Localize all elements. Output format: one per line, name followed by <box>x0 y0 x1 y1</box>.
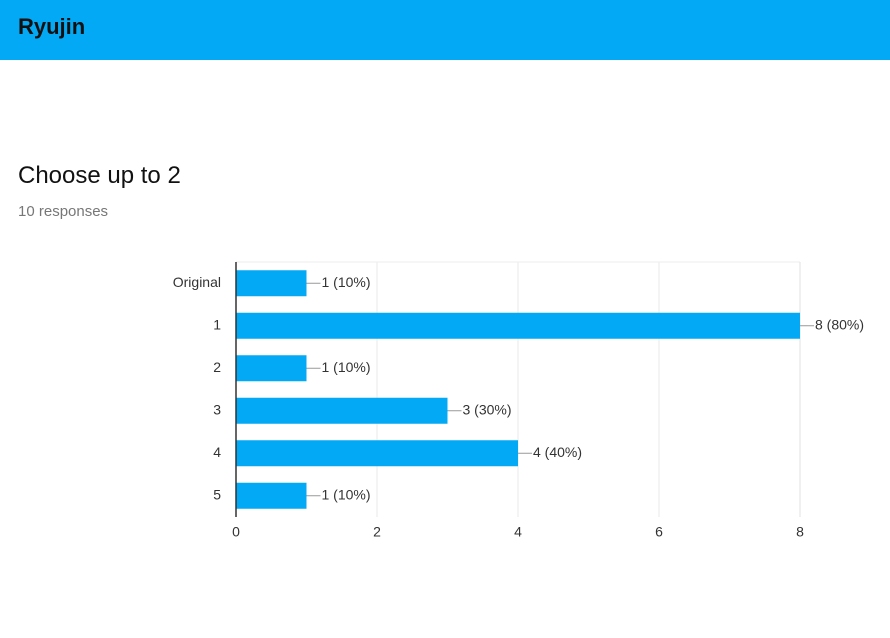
y-tick-label: 3 <box>213 401 221 417</box>
x-tick-label: 6 <box>655 524 663 540</box>
bar <box>236 440 518 467</box>
chart: 0 2 4 6 8 Original 1 (10%) 1 8 (80%) 2 1 (10%) 3 3 (… <box>173 261 864 540</box>
value-label: 3 (30%) <box>463 401 512 417</box>
bar <box>236 312 800 339</box>
bar <box>236 355 307 382</box>
header-bar: Ryujin <box>0 0 890 60</box>
x-tick-label: 0 <box>232 524 240 540</box>
value-label: 4 (40%) <box>533 444 582 460</box>
bar <box>236 482 307 509</box>
value-label: 1 (10%) <box>322 359 371 375</box>
chart-title: Choose up to 2 <box>18 162 181 189</box>
y-tick-label: Original <box>173 274 221 290</box>
y-tick-label: 4 <box>213 444 221 460</box>
value-label: 1 (10%) <box>322 274 371 290</box>
bar <box>236 397 448 424</box>
chart-subtitle: 10 responses <box>18 203 109 220</box>
y-tick-label: 2 <box>213 359 221 375</box>
x-tick-label: 2 <box>373 524 381 540</box>
y-tick-label: 5 <box>213 486 221 502</box>
x-tick-label: 4 <box>514 524 522 540</box>
header-title: Ryujin <box>18 14 86 39</box>
value-label: 8 (80%) <box>815 316 864 332</box>
x-tick-label: 8 <box>796 524 804 540</box>
value-label: 1 (10%) <box>322 486 371 502</box>
bar <box>236 270 307 297</box>
y-tick-label: 1 <box>213 316 221 332</box>
